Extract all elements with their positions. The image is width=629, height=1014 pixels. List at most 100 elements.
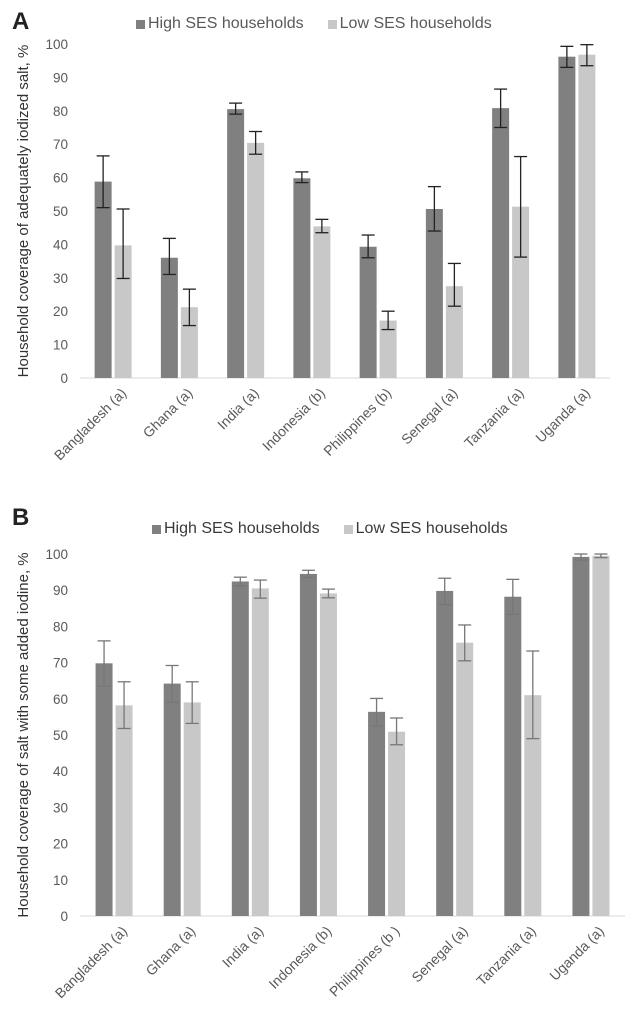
bar-low-ses-households-senegal-a xyxy=(456,642,474,916)
error-bar-high-ses-households-uganda-a xyxy=(574,553,588,561)
chart-a: 0 10 20 30 40 50 60 70 80 90 100 Household coverage… xyxy=(15,37,610,463)
bar-high-ses-households-uganda-a xyxy=(558,56,576,378)
x-tick-label: Ghana (a) xyxy=(142,923,198,979)
bar-low-ses-households-uganda-a xyxy=(592,555,610,916)
legend-label-low: Low SES households xyxy=(339,15,492,32)
x-axis-categories: Bangladesh (a)Ghana (a) India (a)Indonesi… xyxy=(52,923,607,1001)
bar-low-ses-households-philippines-b xyxy=(379,320,397,378)
y-axis-label: Household coverage of salt with some add… xyxy=(15,552,32,917)
legend-label-low: Low SES households xyxy=(355,520,508,537)
error-bar-low-ses-households-senegal-a xyxy=(447,262,461,307)
x-tick-label: India (a) xyxy=(214,385,262,433)
x-tick-label: Senegal (a) xyxy=(398,385,461,448)
bar-high-ses-households-philippines-b xyxy=(368,711,386,916)
error-bar-low-ses-households-ghana-a xyxy=(185,681,199,725)
y-tick-label: 100 xyxy=(45,37,68,52)
error-bar-low-ses-households-bangladesh-a xyxy=(116,208,130,280)
bar-high-ses-households-tanzania-a xyxy=(492,108,510,379)
error-bar-low-ses-households-philippines-b xyxy=(390,717,404,746)
bar-low-ses-households-bangladesh-a xyxy=(115,705,133,916)
bar-high-ses-households-bangladesh-a xyxy=(94,181,112,378)
x-axis-categories: Bangladesh (a)Ghana (a) India (a)Indonesi… xyxy=(51,385,593,463)
bar-low-ses-households-ghana-a xyxy=(180,307,198,378)
bar-high-ses-households-tanzania-a xyxy=(504,596,522,916)
bar-high-ses-households-ghana-a xyxy=(160,257,178,378)
error-bar-low-ses-households-philippines-b xyxy=(381,310,395,331)
y-tick-label: 30 xyxy=(53,271,68,286)
error-bar-high-ses-households-indonesia-b xyxy=(301,569,315,579)
error-bar-high-ses-households-india-a xyxy=(233,576,247,587)
bar-high-ses-households-india-a xyxy=(231,581,249,916)
x-tick-label: Ghana (a) xyxy=(140,385,196,441)
error-bar-low-ses-households-tanzania-a xyxy=(514,155,528,258)
x-tick-label: Tanzania (a) xyxy=(461,385,527,451)
error-bar-high-ses-households-philippines-b xyxy=(370,697,384,727)
legend-low-ses: Low SES households xyxy=(343,520,508,538)
y-tick-label: 20 xyxy=(53,304,68,319)
error-bar-high-ses-households-uganda-a xyxy=(560,45,574,69)
x-tick-label: Philippines (b) xyxy=(320,385,394,459)
error-bar-high-ses-households-indonesia-b xyxy=(295,171,309,184)
bar-high-ses-households-uganda-a xyxy=(572,556,590,916)
y-tick-label: 0 xyxy=(60,909,68,924)
error-bar-low-ses-households-tanzania-a xyxy=(526,650,540,740)
error-bar-low-ses-households-senegal-a xyxy=(458,624,472,662)
bar-high-ses-households-ghana-a xyxy=(163,683,181,916)
y-tick-label: 100 xyxy=(45,547,68,562)
bar-high-ses-households-philippines-b xyxy=(359,246,377,378)
bar-low-ses-households-india-a xyxy=(251,588,269,916)
bar-high-ses-households-indonesia-b xyxy=(293,178,311,378)
y-tick-label: 40 xyxy=(53,764,68,779)
error-bar-high-ses-households-senegal-a xyxy=(427,185,441,232)
error-bar-high-ses-households-tanzania-a xyxy=(506,578,520,616)
error-bar-high-ses-households-bangladesh-a xyxy=(96,155,110,209)
y-axis-ticks: 0 10 20 30 40 50 60 70 80 90 100 xyxy=(45,547,68,924)
x-tick-label: Tanzania (a) xyxy=(473,923,539,989)
x-tick-label: Senegal (a) xyxy=(408,923,471,986)
error-bar-low-ses-households-india-a xyxy=(249,130,263,155)
error-bar-low-ses-households-indonesia-b xyxy=(321,588,335,599)
legend-label-high: High SES households xyxy=(164,520,320,537)
y-tick-label: 0 xyxy=(60,371,68,386)
error-bar-high-ses-households-ghana-a xyxy=(165,664,179,704)
y-tick-label: 60 xyxy=(53,171,68,186)
error-bar-high-ses-households-bangladesh-a xyxy=(97,640,111,687)
panel-b: B High SES households Low SES households… xyxy=(0,500,629,1014)
legend-swatch-low xyxy=(343,524,353,534)
bar-low-ses-households-tanzania-a xyxy=(512,206,530,378)
bar-low-ses-households-tanzania-a xyxy=(524,695,542,916)
panel-b-legend: High SES households Low SES households xyxy=(152,520,532,538)
panel-a-label: A xyxy=(12,8,30,35)
y-tick-label: 30 xyxy=(53,800,68,815)
bar-low-ses-households-ghana-a xyxy=(183,702,201,916)
y-tick-label: 50 xyxy=(53,728,68,743)
bar-high-ses-households-india-a xyxy=(227,109,245,378)
x-tick-label: Indonesia (b) xyxy=(259,385,328,454)
error-bar-low-ses-households-uganda-a xyxy=(594,553,608,559)
y-axis-ticks: 0 10 20 30 40 50 60 70 80 90 100 xyxy=(45,37,68,386)
y-tick-label: 90 xyxy=(53,583,68,598)
y-tick-label: 70 xyxy=(53,656,68,671)
x-tick-label: Indonesia (b) xyxy=(265,923,334,992)
y-tick-label: 80 xyxy=(53,104,68,119)
bar-high-ses-households-indonesia-b xyxy=(299,573,317,916)
error-bar-low-ses-households-ghana-a xyxy=(182,288,196,327)
x-tick-label: Bangladesh (a) xyxy=(51,385,129,463)
error-bar-low-ses-households-india-a xyxy=(253,579,267,599)
bar-low-ses-households-indonesia-b xyxy=(313,226,331,378)
error-bar-high-ses-households-ghana-a xyxy=(162,237,176,276)
y-tick-label: 10 xyxy=(53,873,68,888)
legend-swatch-high xyxy=(152,524,161,534)
bar-high-ses-households-senegal-a xyxy=(436,590,454,916)
bar-low-ses-households-senegal-a xyxy=(445,286,463,378)
panel-a-legend: High SES households Low SES households xyxy=(136,15,516,33)
x-tick-label: Uganda (a) xyxy=(546,923,607,984)
x-tick-label: Bangladesh (a) xyxy=(52,923,130,1001)
bar-low-ses-households-uganda-a xyxy=(578,54,596,379)
y-tick-label: 90 xyxy=(53,70,68,85)
y-axis-label: Household coverage of adequately iodized… xyxy=(15,45,32,378)
legend-swatch-high xyxy=(136,19,145,29)
legend-swatch-low xyxy=(327,19,337,29)
bar-low-ses-households-india-a xyxy=(247,142,265,378)
y-tick-label: 70 xyxy=(53,137,68,152)
